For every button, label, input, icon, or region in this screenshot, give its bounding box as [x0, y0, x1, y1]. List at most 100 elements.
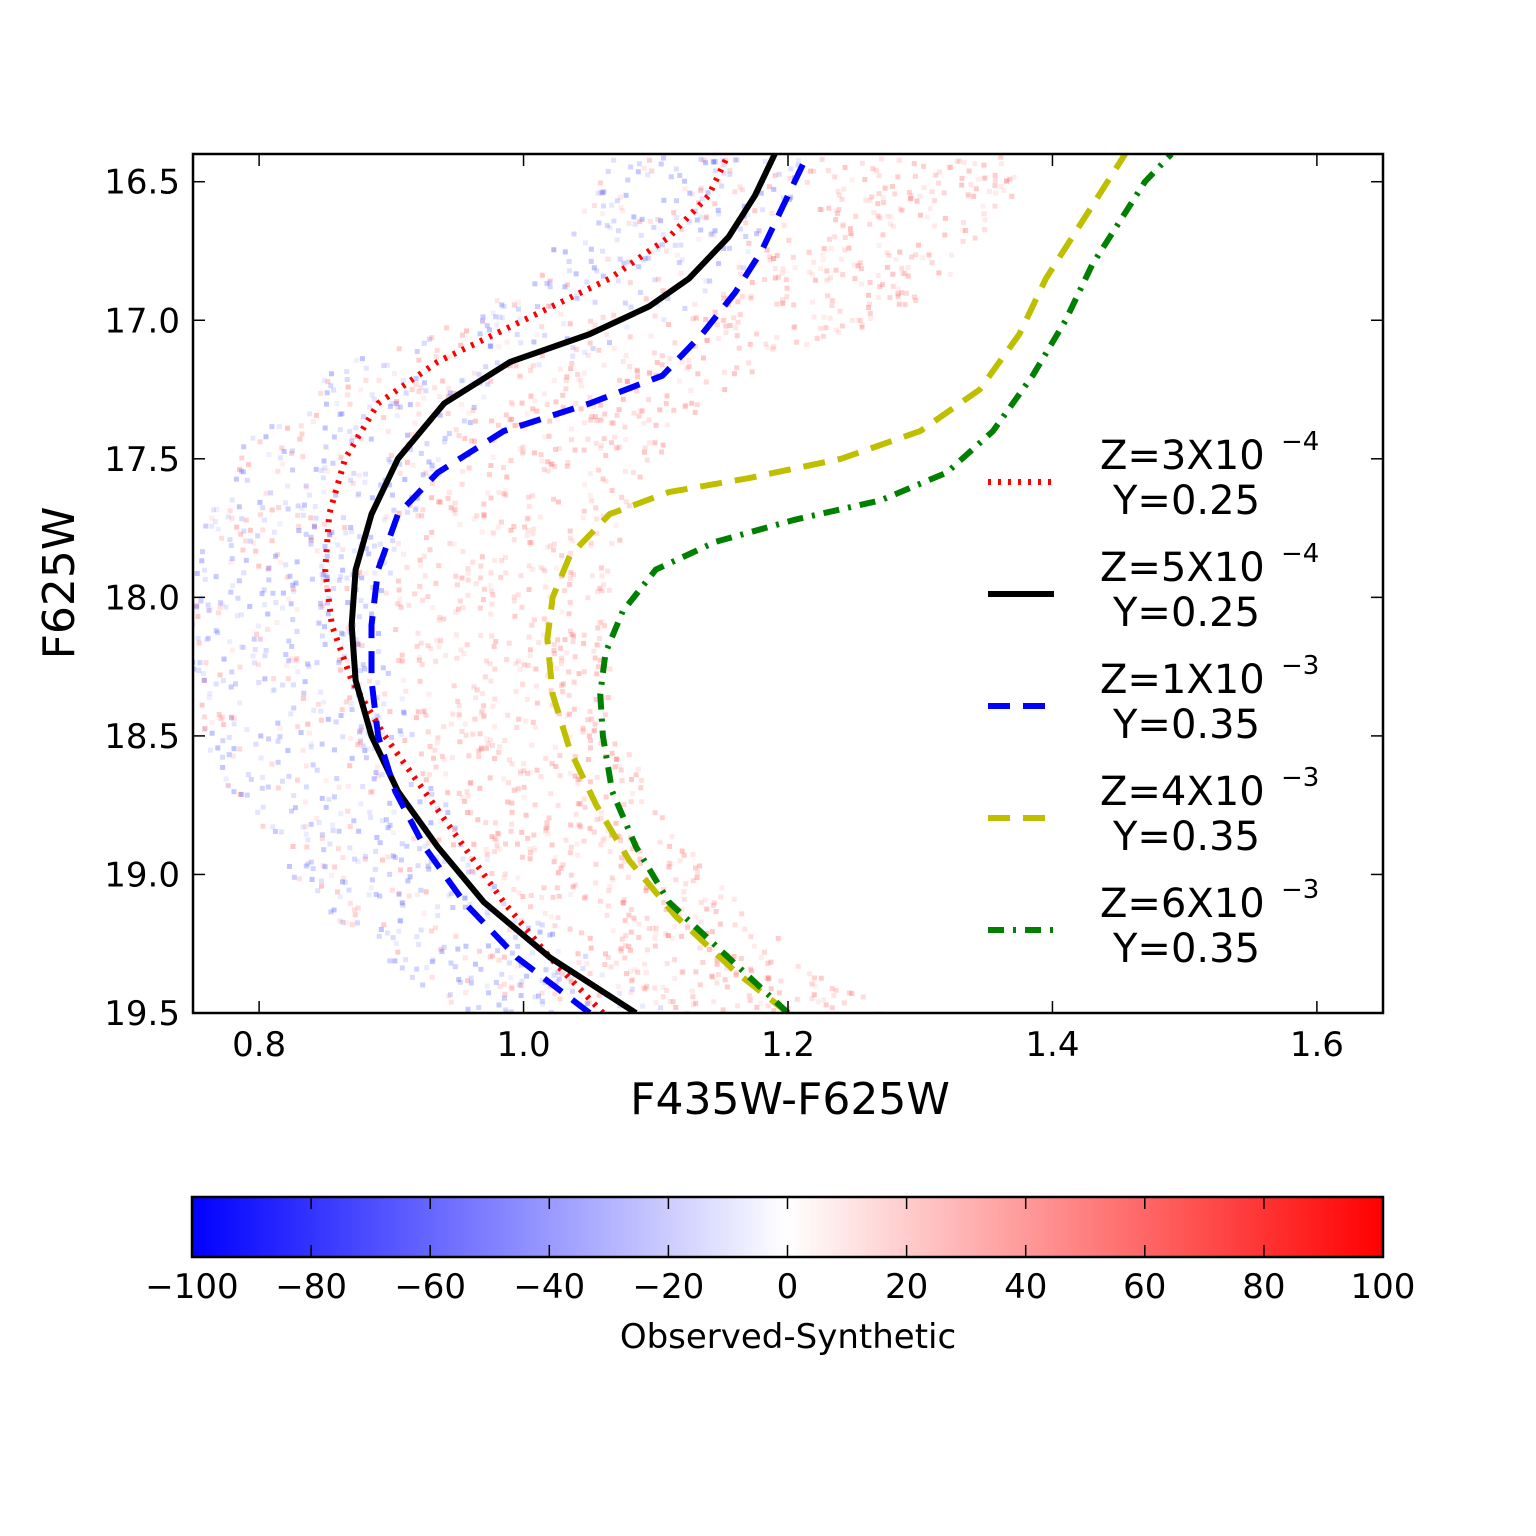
residual-pixel [514, 332, 520, 338]
residual-pixel [783, 277, 789, 283]
residual-pixel [644, 915, 650, 921]
residual-pixel [597, 620, 603, 626]
residual-pixel [475, 817, 481, 823]
residual-pixel [666, 860, 672, 866]
residual-pixel [294, 559, 300, 565]
residual-pixel [481, 713, 487, 719]
residual-pixel [678, 933, 684, 939]
residual-pixel [308, 859, 314, 865]
residual-pixel [600, 211, 606, 217]
residual-pixel [539, 895, 545, 901]
residual-pixel [496, 1002, 502, 1008]
residual-pixel [388, 452, 394, 458]
residual-pixel [263, 647, 269, 653]
residual-pixel [329, 872, 335, 878]
residual-pixel [517, 666, 523, 672]
residual-pixel [649, 168, 655, 174]
residual-pixel [337, 918, 343, 924]
residual-pixel [760, 207, 766, 213]
residual-pixel [792, 265, 798, 271]
residual-pixel [597, 898, 603, 904]
residual-pixel [761, 949, 767, 955]
residual-pixel [393, 401, 399, 407]
residual-pixel [522, 524, 528, 530]
residual-pixel [840, 221, 846, 227]
residual-pixel [219, 601, 225, 607]
residual-pixel [657, 407, 663, 413]
residual-pixel [613, 960, 619, 966]
residual-pixel [308, 534, 314, 540]
residual-pixel [485, 490, 491, 496]
residual-pixel [355, 905, 361, 911]
residual-pixel [318, 390, 324, 396]
residual-pixel [998, 161, 1004, 167]
residual-pixel [366, 892, 372, 898]
residual-pixel [520, 449, 526, 455]
residual-pixel [441, 616, 447, 622]
residual-pixel [623, 933, 629, 939]
residual-pixel [318, 878, 324, 884]
residual-pixel [493, 638, 499, 644]
residual-pixel [897, 206, 903, 212]
residual-pixel [628, 929, 634, 935]
residual-pixel [586, 999, 592, 1005]
residual-pixel [620, 396, 626, 402]
residual-pixel [295, 669, 301, 675]
residual-pixel [791, 324, 797, 330]
residual-pixel [344, 575, 350, 581]
residual-pixel [637, 474, 643, 480]
residual-pixel [387, 800, 393, 806]
residual-pixel [710, 945, 716, 951]
residual-pixel [690, 878, 696, 884]
residual-pixel [655, 216, 661, 222]
residual-pixel [594, 774, 600, 780]
residual-pixel [575, 780, 581, 786]
residual-pixel [524, 411, 530, 417]
residual-pixel [904, 290, 910, 296]
residual-pixel [566, 692, 572, 698]
residual-pixel [292, 805, 298, 811]
residual-pixel [876, 173, 882, 179]
residual-pixel [527, 769, 533, 775]
residual-pixel [489, 588, 495, 594]
residual-pixel [298, 423, 304, 429]
residual-pixel [895, 174, 901, 180]
residual-pixel [622, 424, 628, 430]
residual-pixel [441, 439, 447, 445]
residual-pixel [889, 183, 895, 189]
residual-pixel [429, 335, 435, 341]
residual-pixel [626, 752, 632, 758]
residual-pixel [532, 281, 538, 287]
residual-pixel [605, 954, 611, 960]
residual-pixel [429, 466, 435, 472]
residual-pixel [775, 936, 781, 942]
residual-pixel [217, 672, 223, 678]
residual-pixel [338, 713, 344, 719]
residual-pixel [589, 498, 595, 504]
residual-pixel [942, 215, 948, 221]
residual-pixel [705, 338, 711, 344]
residual-pixel [430, 755, 436, 761]
residual-pixel [565, 459, 571, 465]
residual-pixel [973, 186, 979, 192]
residual-pixel [207, 691, 213, 697]
residual-pixel [621, 858, 627, 864]
residual-pixel [615, 278, 621, 284]
residual-pixel [325, 716, 331, 722]
residual-pixel [942, 232, 948, 238]
residual-pixel [686, 364, 692, 370]
residual-pixel [266, 736, 272, 742]
residual-pixel [695, 870, 701, 876]
residual-pixel [526, 494, 532, 500]
residual-pixel [437, 412, 443, 418]
residual-pixel [403, 957, 409, 963]
residual-pixel [589, 414, 595, 420]
residual-pixel [430, 605, 436, 611]
residual-pixel [693, 343, 699, 349]
residual-pixel [305, 861, 311, 867]
residual-pixel [659, 449, 665, 455]
residual-pixel [280, 461, 286, 467]
residual-pixel [599, 190, 605, 196]
residual-pixel [353, 425, 359, 431]
residual-pixel [605, 694, 611, 700]
